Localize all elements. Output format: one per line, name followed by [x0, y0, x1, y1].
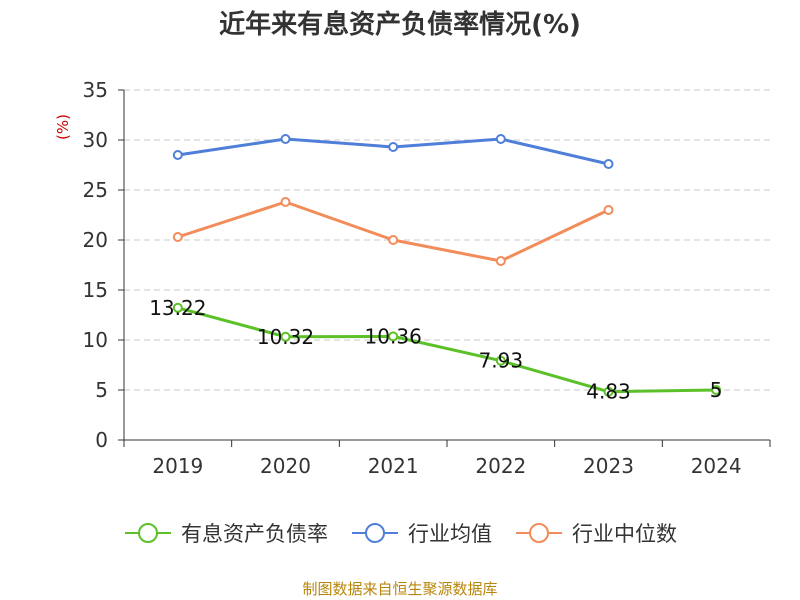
- series-line: [177, 200, 610, 263]
- legend-item[interactable]: 行业中位数: [514, 518, 677, 548]
- data-point[interactable]: [280, 197, 291, 207]
- legend-marker-icon: [352, 523, 398, 543]
- y-tick-label: 35: [83, 78, 108, 102]
- legend-marker-icon: [516, 523, 562, 543]
- legend-item[interactable]: 行业均值: [350, 518, 492, 548]
- axis-layer: 0 5 10 15 20 25 30 35 2019 2020 2021 2022 2023 2024: [83, 78, 771, 478]
- data-point[interactable]: [172, 302, 183, 313]
- x-tick-label: 2024: [691, 454, 742, 478]
- x-tick-label: 2020: [260, 454, 311, 478]
- y-axis-title: (%): [54, 114, 72, 140]
- data-label: 5: [710, 378, 723, 402]
- data-label: 7.93: [479, 349, 524, 373]
- chart-title: 近年来有息资产负债率情况(%): [219, 10, 581, 40]
- data-point[interactable]: [495, 134, 506, 144]
- x-tick-label: 2023: [583, 454, 634, 478]
- legend-label: 行业均值: [408, 522, 492, 546]
- data-point[interactable]: [388, 235, 399, 245]
- series-line: [177, 306, 717, 394]
- data-point[interactable]: [603, 159, 614, 169]
- data-point[interactable]: [603, 386, 614, 397]
- data-point[interactable]: [711, 385, 722, 395]
- data-point[interactable]: [280, 134, 291, 144]
- y-tick-label: 20: [83, 228, 108, 252]
- data-label: 10.32: [257, 325, 314, 349]
- y-tick-label: 15: [83, 278, 108, 302]
- legend-marker-icon: [125, 523, 171, 543]
- data-label: 10.36: [365, 324, 422, 348]
- data-point[interactable]: [388, 331, 399, 342]
- y-tick-label: 10: [83, 328, 108, 352]
- y-tick-label: 30: [83, 128, 108, 152]
- data-point[interactable]: [495, 256, 506, 266]
- x-tick-label: 2022: [475, 454, 526, 478]
- data-point[interactable]: [172, 150, 183, 160]
- label-layer: 13.22 10.32 10.36 7.93 4.83 5: [149, 296, 722, 404]
- x-tick-label: 2021: [368, 454, 419, 478]
- data-point[interactable]: [172, 232, 183, 242]
- legend-item[interactable]: 有息资产负债率: [123, 518, 328, 548]
- legend: 有息资产负债率 行业均值 行业中位数: [0, 518, 800, 548]
- grid-layer: [124, 89, 770, 391]
- data-point[interactable]: [388, 142, 399, 152]
- data-label: 4.83: [586, 380, 631, 404]
- source-note: 制图数据来自恒生聚源数据库: [302, 580, 498, 598]
- y-tick-label: 5: [95, 378, 108, 402]
- data-label: 13.22: [149, 296, 206, 320]
- legend-label: 行业中位数: [572, 522, 677, 546]
- legend-label: 有息资产负债率: [181, 522, 328, 546]
- y-tick-label: 0: [95, 428, 108, 452]
- data-point[interactable]: [280, 331, 291, 342]
- data-point[interactable]: [495, 355, 506, 366]
- y-tick-label: 25: [83, 178, 108, 202]
- x-tick-label: 2019: [152, 454, 203, 478]
- data-point[interactable]: [603, 205, 614, 215]
- series-layer: [172, 134, 722, 397]
